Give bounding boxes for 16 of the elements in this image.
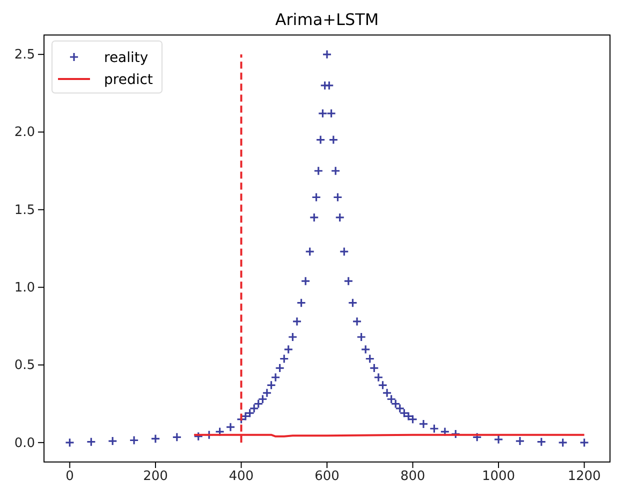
x-tick-label: 200 [143, 469, 168, 484]
x-tick-label: 0 [66, 469, 74, 484]
x-tick-label: 800 [400, 469, 426, 484]
x-tick-label: 1000 [482, 469, 516, 484]
y-tick-label: 2.0 [14, 125, 35, 140]
x-tick-label: 600 [314, 469, 340, 484]
legend-label: reality [104, 50, 148, 66]
y-tick-label: 1.5 [14, 202, 35, 218]
chart-title: Arima+LSTM [275, 10, 379, 29]
y-tick-label: 0.0 [14, 436, 35, 451]
y-tick-label: 2.5 [14, 48, 35, 63]
y-tick-label: 0.5 [14, 358, 35, 374]
x-tick-label: 400 [228, 469, 254, 484]
legend-label: predict [104, 72, 154, 88]
x-tick-label: 1200 [568, 469, 601, 484]
y-tick-label: 1.0 [14, 280, 35, 296]
